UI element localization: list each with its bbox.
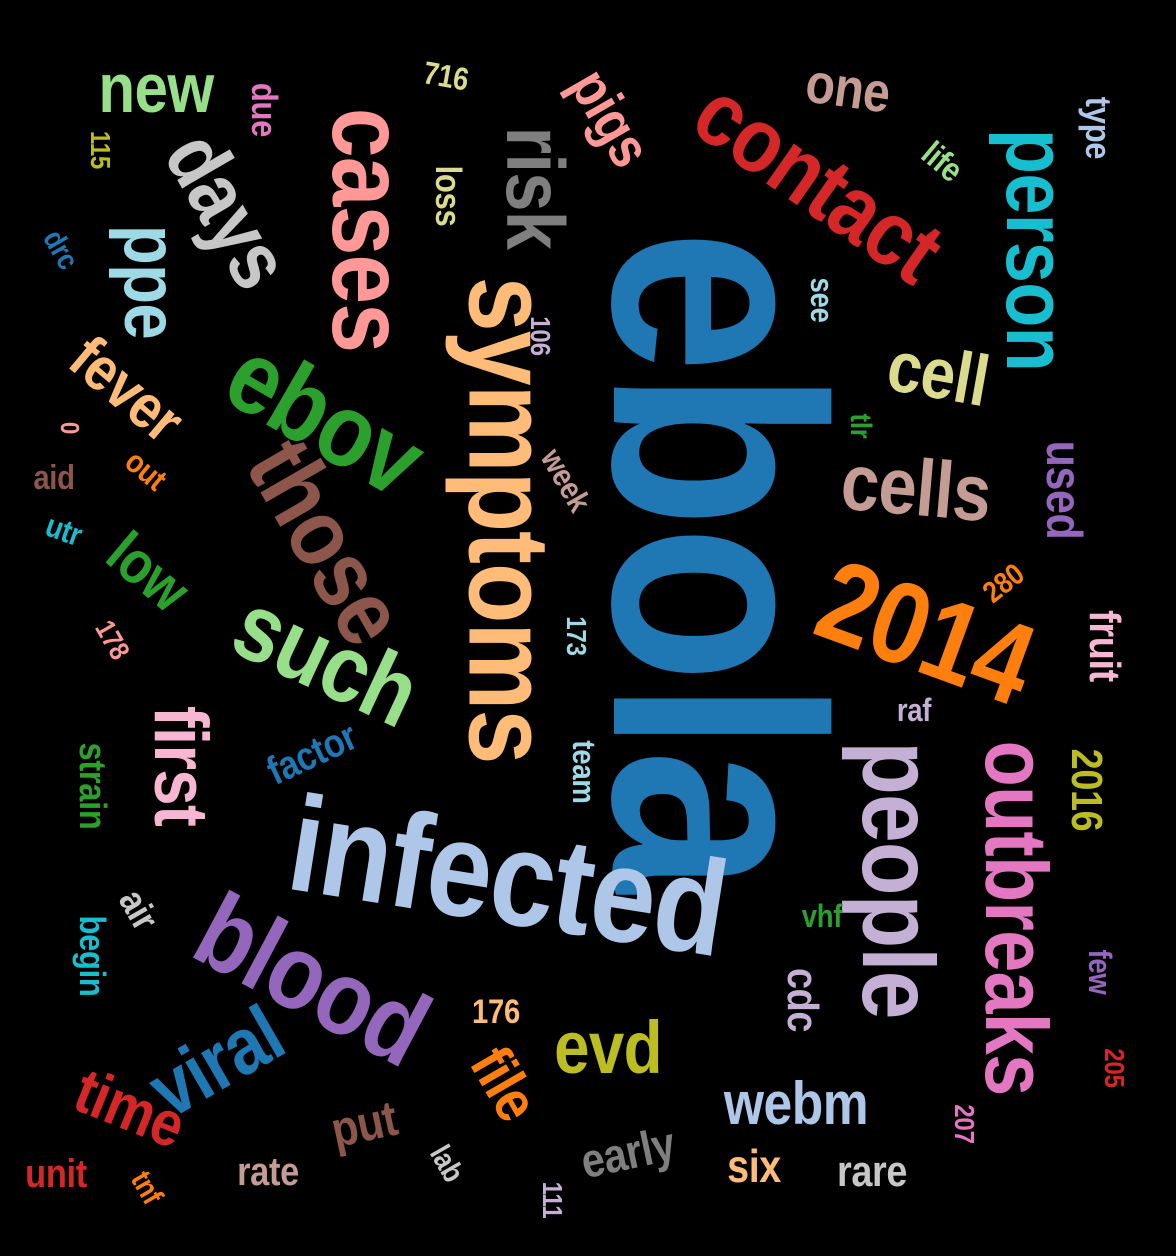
word-put: put (326, 1089, 402, 1159)
word-utr: utr (40, 506, 88, 554)
word-rare: rare (836, 1147, 908, 1196)
word-drc: drc (36, 224, 85, 276)
word-115: 115 (85, 130, 116, 170)
word-2016: 2016 (1062, 748, 1111, 832)
word-see: see (804, 277, 840, 323)
word-loss: loss (428, 165, 469, 227)
word-106: 106 (525, 316, 556, 356)
word-file: file (457, 1035, 552, 1132)
word-out: out (118, 442, 174, 498)
word-life: life (914, 134, 970, 190)
word-rate: rate (237, 1150, 299, 1194)
word-205: 205 (1099, 1048, 1130, 1088)
word-one: one (802, 50, 895, 125)
word-fever: fever (56, 323, 197, 457)
word-tlr: tlr (844, 413, 877, 439)
word-few: few (1082, 949, 1118, 995)
word-team: team (566, 740, 602, 804)
word-due: due (244, 82, 285, 138)
word-webm: webm (723, 1070, 869, 1137)
word-111: 111 (537, 1181, 568, 1219)
word-178: 178 (89, 614, 136, 665)
word-begin: begin (72, 915, 113, 997)
word-ebola: ebola (550, 229, 886, 891)
word-person: person (988, 128, 1084, 372)
word-cases: cases (310, 107, 426, 353)
word-evd: evd (554, 1006, 662, 1089)
word-176: 176 (472, 993, 520, 1031)
word-early: early (576, 1117, 680, 1190)
word-lab: lab (423, 1139, 470, 1188)
word-used: used (1036, 440, 1092, 540)
word-raf: raf (896, 692, 932, 728)
word-cdc: cdc (778, 967, 827, 1033)
word-fruit: fruit (1080, 610, 1129, 682)
word-outbreaks: outbreaks (967, 740, 1066, 1096)
word-173: 173 (561, 616, 592, 656)
word-strain: strain (71, 742, 113, 830)
word-new: new (98, 49, 214, 127)
word-207: 207 (949, 1104, 980, 1144)
word-air: air (110, 882, 166, 938)
word-unit: unit (25, 1152, 87, 1196)
word-six: six (727, 1140, 781, 1192)
word-vhf: vhf (801, 898, 843, 934)
word-aid: aid (33, 459, 75, 497)
word-cell: cell (881, 325, 995, 423)
word-cells: cells (837, 436, 995, 539)
word-first: first (138, 705, 223, 827)
word-tnf: tnf (124, 1165, 169, 1210)
word-716: 716 (420, 54, 472, 98)
word-risk: risk (489, 126, 580, 250)
word-ppe: ppe (108, 224, 193, 340)
word-0: 0 (55, 421, 85, 435)
word-type: type (1078, 96, 1119, 160)
word-people: people (841, 741, 955, 1019)
word-low: low (94, 518, 203, 625)
